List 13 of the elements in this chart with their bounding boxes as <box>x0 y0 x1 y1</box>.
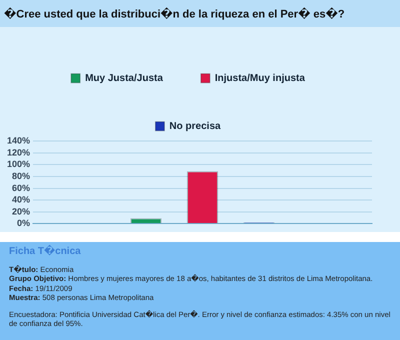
y-tick-label: 140% <box>6 136 30 146</box>
y-tick-label: 60% <box>12 182 30 193</box>
chart-title: �Cree usted que la distribuci�n de la riqueza en el Per� es�? <box>4 6 345 21</box>
y-tick-label: 120% <box>6 147 30 158</box>
y-tick-label: 80% <box>12 171 30 181</box>
legend-label: Injusta/Muy injusta <box>214 72 306 84</box>
y-tick-label: 20% <box>12 206 30 216</box>
y-tick-label: 100% <box>6 159 30 170</box>
legend-label: No precisa <box>169 120 222 132</box>
legend-label: Muy Justa/Justa <box>85 72 164 84</box>
text: Ficha T�cnica <box>9 246 82 257</box>
y-tick-label: 40% <box>12 194 30 205</box>
y-tick-label: 0% <box>17 218 30 228</box>
